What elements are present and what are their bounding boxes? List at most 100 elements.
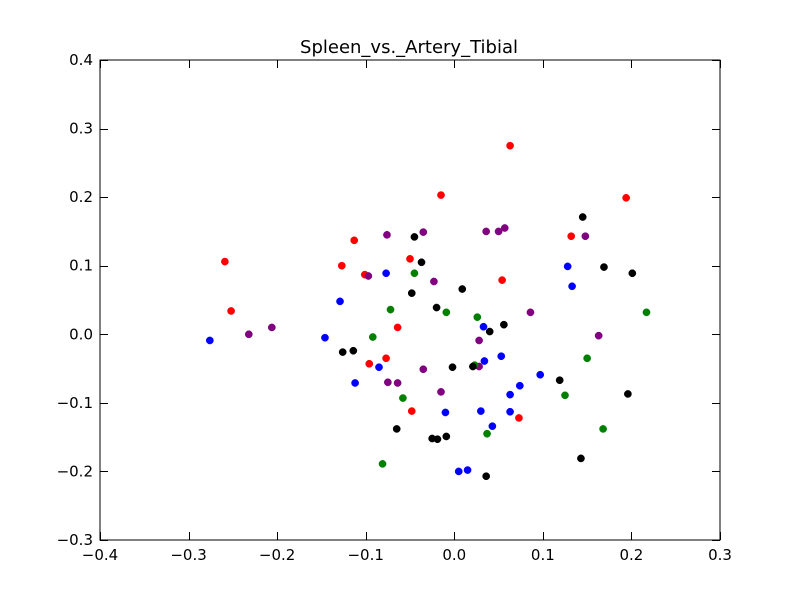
data-point (321, 333, 329, 342)
data-point (506, 141, 514, 150)
data-point (567, 232, 576, 241)
data-point (364, 272, 373, 280)
data-point (480, 357, 489, 365)
data-point (622, 193, 630, 202)
x-tick-label: 0.1 (531, 546, 555, 564)
data-point (500, 320, 508, 329)
data-point (430, 277, 438, 286)
data-point (458, 285, 467, 293)
data-point (393, 323, 402, 332)
data-point (350, 236, 359, 245)
y-tick-label: −0.2 (57, 462, 93, 480)
data-point (375, 363, 383, 372)
data-point (368, 333, 377, 341)
plot-area: −0.4 −0.3 −0.2 −0.1 0.0 0.1 0.2 0.3−0.3−0.2−0.1… (57, 51, 732, 564)
data-point (410, 269, 419, 278)
data-point (494, 227, 503, 236)
data-point (583, 354, 591, 363)
data-point (386, 305, 395, 314)
data-point (483, 429, 491, 438)
data-point (382, 269, 390, 278)
data-point (536, 370, 545, 379)
data-point (578, 213, 587, 221)
data-point (244, 330, 253, 339)
x-tick-label: −0.4 (82, 546, 118, 564)
data-point (336, 297, 344, 306)
data-point (382, 354, 390, 363)
data-point (221, 257, 229, 266)
data-point (378, 460, 387, 468)
data-point (227, 307, 235, 315)
data-point (441, 408, 450, 417)
data-point (475, 336, 483, 345)
data-point (594, 331, 603, 340)
data-point (417, 258, 426, 267)
data-point (488, 422, 497, 431)
data-point (393, 379, 402, 387)
data-point (392, 425, 401, 433)
data-point (351, 379, 359, 387)
axes-frame (99, 59, 721, 541)
y-tick-label: 0.0 (69, 325, 93, 343)
data-point (482, 472, 491, 481)
data-point (515, 414, 523, 422)
data-point (642, 308, 651, 317)
data-point (463, 466, 472, 474)
data-point (437, 388, 445, 396)
data-point (337, 261, 346, 270)
chart-title: Spleen_vs._Artery_Tibial (300, 37, 518, 58)
data-point (437, 191, 445, 199)
data-point (628, 269, 637, 278)
data-point (406, 255, 414, 263)
data-point (267, 323, 276, 332)
data-point (563, 262, 572, 271)
data-point (432, 303, 441, 312)
data-point (383, 231, 391, 239)
data-point (442, 432, 451, 441)
y-tick-label: 0.1 (69, 257, 93, 275)
data-point (407, 289, 416, 297)
data-point (477, 407, 485, 415)
data-point (526, 308, 535, 317)
data-point (469, 362, 477, 371)
x-tick-label: 0.3 (708, 546, 732, 564)
x-tick-label: −0.1 (347, 546, 383, 564)
y-tick-label: 0.2 (69, 188, 93, 206)
data-point (485, 327, 494, 336)
x-tick-label: −0.3 (170, 546, 206, 564)
data-point (555, 376, 564, 385)
data-point (624, 390, 632, 398)
data-point (338, 348, 347, 356)
data-point (500, 224, 509, 232)
data-point (561, 391, 569, 400)
data-point (506, 407, 514, 416)
data-point (442, 308, 451, 317)
y-tick-label: 0.4 (69, 51, 93, 69)
data-point (448, 363, 457, 372)
data-point (407, 407, 416, 415)
data-point (384, 378, 392, 387)
data-point (599, 425, 607, 433)
data-point (419, 365, 428, 374)
data-point (399, 394, 407, 402)
data-point (498, 276, 506, 284)
data-point (473, 313, 482, 321)
data-point (600, 263, 608, 271)
data-point (454, 467, 463, 476)
y-tick-label: 0.3 (69, 120, 93, 138)
y-tick-label: −0.3 (57, 531, 93, 549)
data-point (581, 232, 590, 241)
data-point (419, 228, 428, 236)
data-point (497, 352, 506, 361)
data-point (433, 435, 442, 444)
data-point (577, 454, 585, 463)
data-point (515, 381, 524, 390)
data-point (479, 322, 488, 331)
data-point (410, 233, 419, 241)
y-tick-label: −0.1 (57, 394, 93, 412)
data-point (506, 390, 514, 399)
data-point (349, 346, 358, 355)
